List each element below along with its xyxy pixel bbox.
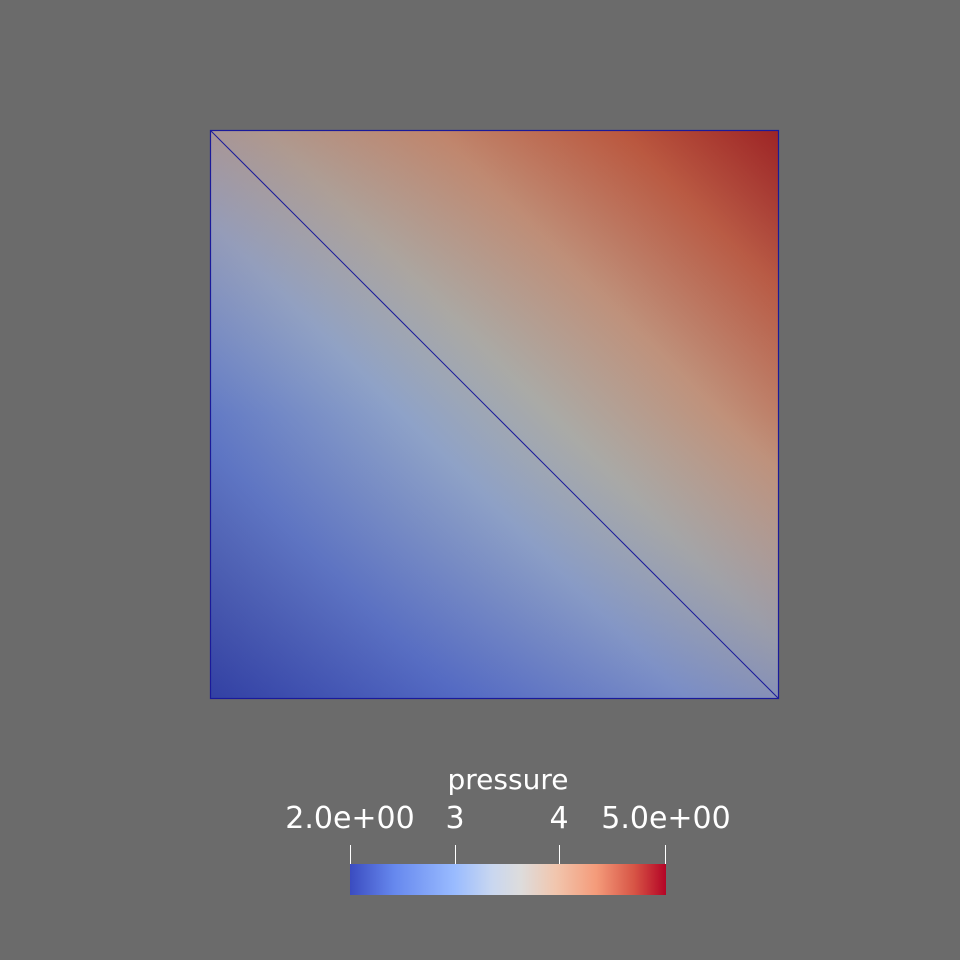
scalar-bar-tick-mark (665, 845, 666, 865)
scalar-bar-tick-mark (559, 845, 560, 865)
mesh-boundary-edges (209, 129, 780, 700)
scalar-bar-tick-label: 5.0e+00 (601, 801, 731, 836)
scalar-bar-tick-label: 2.0e+00 (285, 801, 415, 836)
scalar-bar-tick-mark (455, 845, 456, 865)
scalar-bar-tick-label: 3 (445, 801, 465, 836)
mesh-diagonal-edge (210, 130, 779, 699)
scalar-bar-color-ramp (350, 864, 666, 895)
mesh-surface[interactable] (209, 129, 780, 700)
scalar-bar-tick-mark (350, 845, 351, 865)
scalar-bar-tick-label: 4 (549, 801, 569, 836)
scalar-bar-title: pressure (447, 763, 569, 796)
